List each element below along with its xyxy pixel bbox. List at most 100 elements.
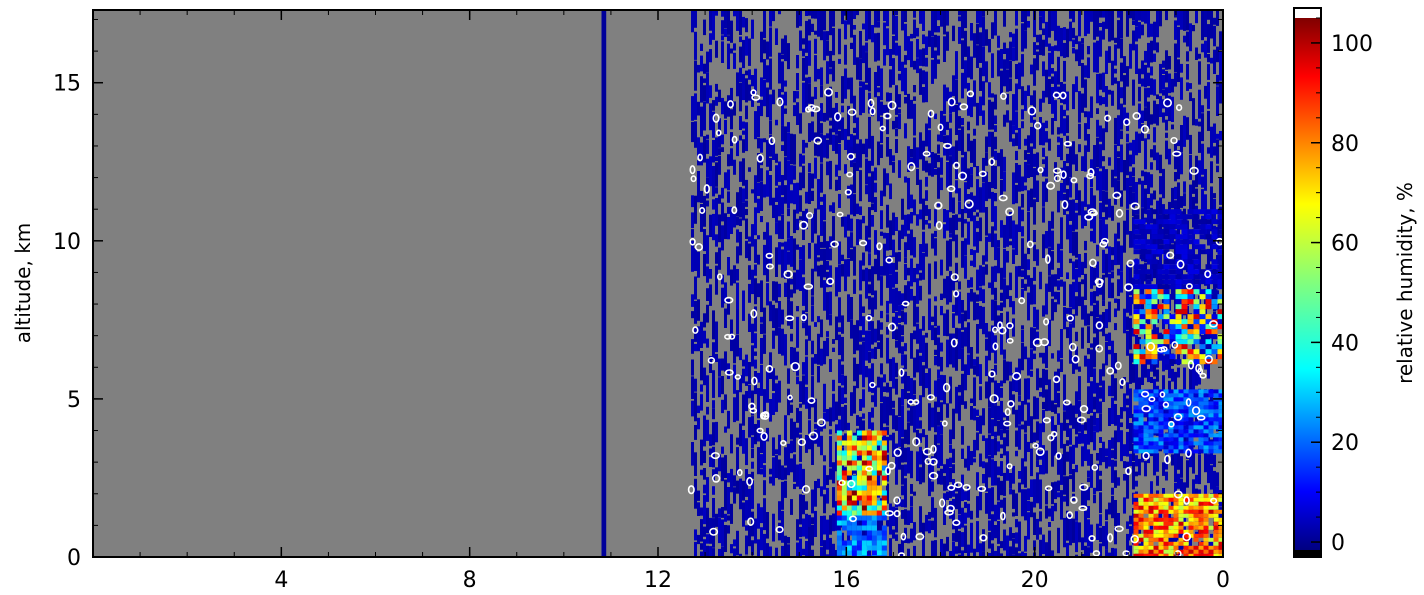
heatmap-cell [1039,392,1042,397]
heatmap-cell [1171,454,1174,466]
heatmap-cell [866,440,872,446]
heatmap-cell [826,271,829,282]
heatmap-cell [1102,156,1105,162]
heatmap-cell [1069,146,1072,178]
heatmap-cell [955,519,958,542]
heatmap-cell [1163,304,1170,310]
heatmap-cell [1060,105,1063,134]
heatmap-cell [1195,10,1198,24]
heatmap-cell [892,212,895,236]
heatmap-cell [727,363,730,379]
heatmap-cell [697,137,700,159]
heatmap-cell [1163,284,1170,290]
heatmap-cell [1027,275,1030,287]
heatmap-cell [1183,393,1189,398]
heatmap-cell [949,239,952,267]
heatmap-cell [1015,224,1018,255]
heatmap-cell [1199,349,1206,355]
heatmap-cell [1198,529,1204,534]
heatmap-cell [1198,497,1204,502]
heatmap-cell [844,259,847,292]
heatmap-cell [846,445,852,451]
heatmap-cell [1205,299,1212,305]
heatmap-cell [1219,501,1222,507]
heatmap-cell [1133,244,1140,250]
heatmap-cell [796,407,799,423]
heatmap-cell [1193,413,1199,418]
heatmap-cell [754,278,757,305]
heatmap-cell [934,261,937,279]
heatmap-cell [934,349,937,355]
heatmap-cell [1012,373,1015,392]
heatmap-cell [841,485,847,491]
heatmap-cell [757,235,760,240]
heatmap-cell [712,100,715,111]
heatmap-cell [1033,42,1036,55]
heatmap-cell [739,116,742,130]
heatmap-cell [1199,359,1206,365]
heatmap-cell [1009,473,1012,489]
heatmap-cell [1111,450,1114,459]
heatmap-cell [1139,239,1146,245]
heatmap-cell [841,440,847,446]
heatmap-cell [1181,224,1188,230]
heatmap-cell [946,31,949,51]
heatmap-cell [919,272,922,281]
heatmap-cell [1003,278,1006,308]
heatmap-cell [814,429,817,444]
contour-mark [1078,505,1088,512]
heatmap-cell [1133,545,1139,550]
y-tick-label: 0 [67,546,81,571]
heatmap-cell [1208,513,1214,518]
heatmap-cell [877,468,880,498]
heatmap-cell [778,161,781,182]
heatmap-cell [1015,184,1018,204]
heatmap-cell [922,198,925,230]
heatmap-cell [799,381,802,402]
heatmap-cell [1045,389,1048,412]
heatmap-cell [1133,433,1139,438]
heatmap-cell [601,10,607,557]
heatmap-cell [721,35,724,41]
contour-mark [1055,452,1062,460]
heatmap-cell [913,491,916,496]
heatmap-cell [781,481,784,510]
heatmap-cell [1078,190,1081,216]
heatmap-cell [1099,448,1102,466]
heatmap-cell [1198,160,1201,185]
heatmap-cell [862,143,865,155]
heatmap-cell [1138,405,1144,410]
heatmap-cell [985,152,988,166]
heatmap-cell [760,280,763,313]
heatmap-cell [1217,224,1223,230]
heatmap-cell [859,31,862,59]
heatmap-cell [994,136,997,150]
heatmap-cell [1051,550,1054,557]
heatmap-cell [1163,441,1169,446]
heatmap-cell [1033,540,1036,551]
heatmap-cell [861,485,867,491]
heatmap-cell [805,10,808,16]
heatmap-cell [703,254,706,277]
heatmap-cell [1183,35,1186,43]
heatmap-cell [1193,389,1199,394]
heatmap-cell [865,185,868,195]
heatmap-cell [1138,533,1144,538]
heatmap-cell [826,283,829,288]
heatmap-cell [943,543,946,557]
heatmap-cell [793,272,796,294]
heatmap-cell [1024,552,1027,557]
heatmap-cell [1203,517,1209,522]
heatmap-cell [829,537,832,557]
heatmap-cell [727,410,730,429]
heatmap-cell [967,133,970,152]
heatmap-cell [691,359,694,376]
heatmap-cell [1168,505,1174,510]
heatmap-cell [1162,375,1165,390]
heatmap-cell [1143,425,1149,430]
heatmap-cell [790,347,793,365]
heatmap-cell [1145,304,1152,310]
heatmap-cell [823,455,826,462]
heatmap-cell [898,113,901,130]
heatmap-cell [1075,554,1078,557]
